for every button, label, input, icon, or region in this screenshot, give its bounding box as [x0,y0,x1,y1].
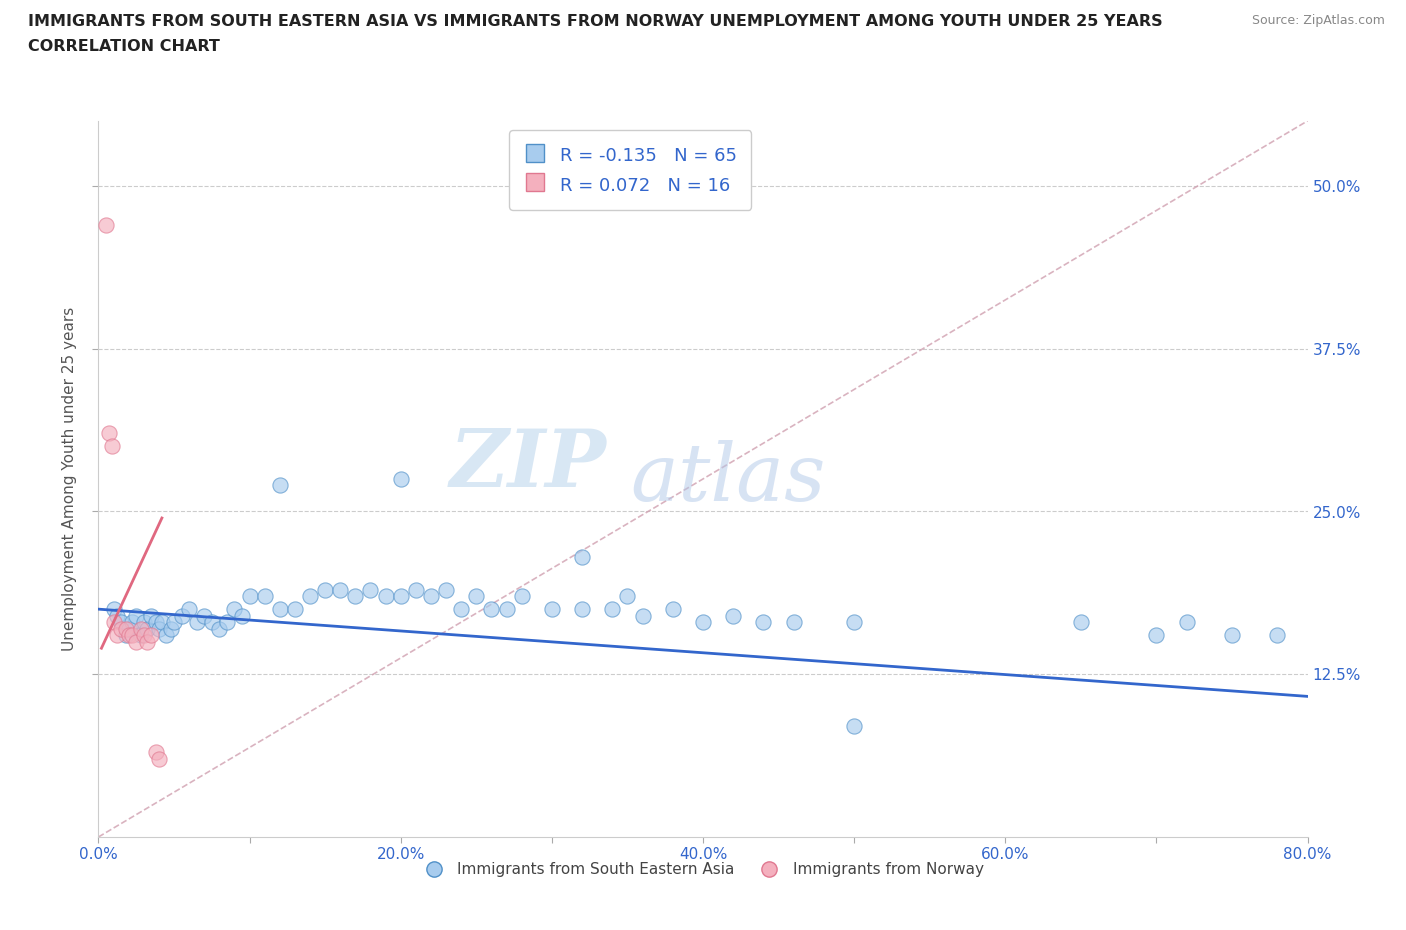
Point [602,602,624,617]
Point [150,615,173,630]
Point [752,615,775,630]
Point [94,218,117,232]
Point [1144,628,1167,643]
Text: atlas: atlas [630,440,825,518]
Point [129,628,152,643]
Point [465,589,488,604]
Point [783,615,806,630]
Point [344,589,367,604]
Point [723,608,745,623]
Point [692,615,714,630]
Point [239,589,262,604]
Point [125,608,148,623]
Point [135,621,157,636]
Text: IMMIGRANTS FROM SOUTH EASTERN ASIA VS IMMIGRANTS FROM NORWAY UNEMPLOYMENT AMONG : IMMIGRANTS FROM SOUTH EASTERN ASIA VS IM… [28,14,1163,29]
Point [103,615,125,630]
Point [105,628,128,643]
Point [844,615,866,630]
Point [193,608,215,623]
Point [160,621,183,636]
Text: CORRELATION CHART: CORRELATION CHART [28,39,219,54]
Point [1175,615,1198,630]
Point [616,589,638,604]
Point [269,478,291,493]
Text: ZIP: ZIP [450,426,606,503]
Point [186,615,208,630]
Point [98,426,121,441]
Point [661,602,683,617]
Point [1267,628,1289,643]
Point [389,472,412,486]
Point [110,621,132,636]
Point [201,615,224,630]
Point [179,602,201,617]
Point [118,621,141,636]
Point [571,550,593,565]
Point [114,621,136,636]
Y-axis label: Unemployment Among Youth under 25 years: Unemployment Among Youth under 25 years [62,307,77,651]
Point [571,602,593,617]
Point [495,602,517,617]
Point [405,582,427,597]
Point [141,608,163,623]
Point [329,582,352,597]
Point [145,745,167,760]
Point [269,602,291,617]
Point [844,719,866,734]
Point [1220,628,1243,643]
Point [450,602,472,617]
Point [215,615,238,630]
Point [481,602,503,617]
Point [284,602,307,617]
Point [208,621,231,636]
Point [145,615,167,630]
Point [299,589,322,604]
Point [434,582,457,597]
Point [103,602,125,617]
Point [105,608,128,623]
Point [253,589,276,604]
Point [129,621,152,636]
Point [314,582,336,597]
Point [170,608,193,623]
Point [118,628,141,643]
Point [110,615,132,630]
Point [510,589,533,604]
Point [125,634,148,649]
Point [389,589,412,604]
Point [360,582,382,597]
Point [101,439,124,454]
Point [121,628,143,643]
Point [420,589,443,604]
Point [224,602,246,617]
Point [132,628,155,643]
Point [148,751,170,766]
Point [231,608,253,623]
Point [374,589,396,604]
Point [631,608,654,623]
Text: Source: ZipAtlas.com: Source: ZipAtlas.com [1251,14,1385,27]
Point [135,634,157,649]
Point [121,615,143,630]
Point [1070,615,1092,630]
Point [540,602,562,617]
Point [132,615,155,630]
Point [141,628,163,643]
Point [148,621,170,636]
Legend: Immigrants from South Eastern Asia, Immigrants from Norway: Immigrants from South Eastern Asia, Immi… [416,856,990,884]
Point [114,628,136,643]
Point [163,615,186,630]
Point [155,628,177,643]
